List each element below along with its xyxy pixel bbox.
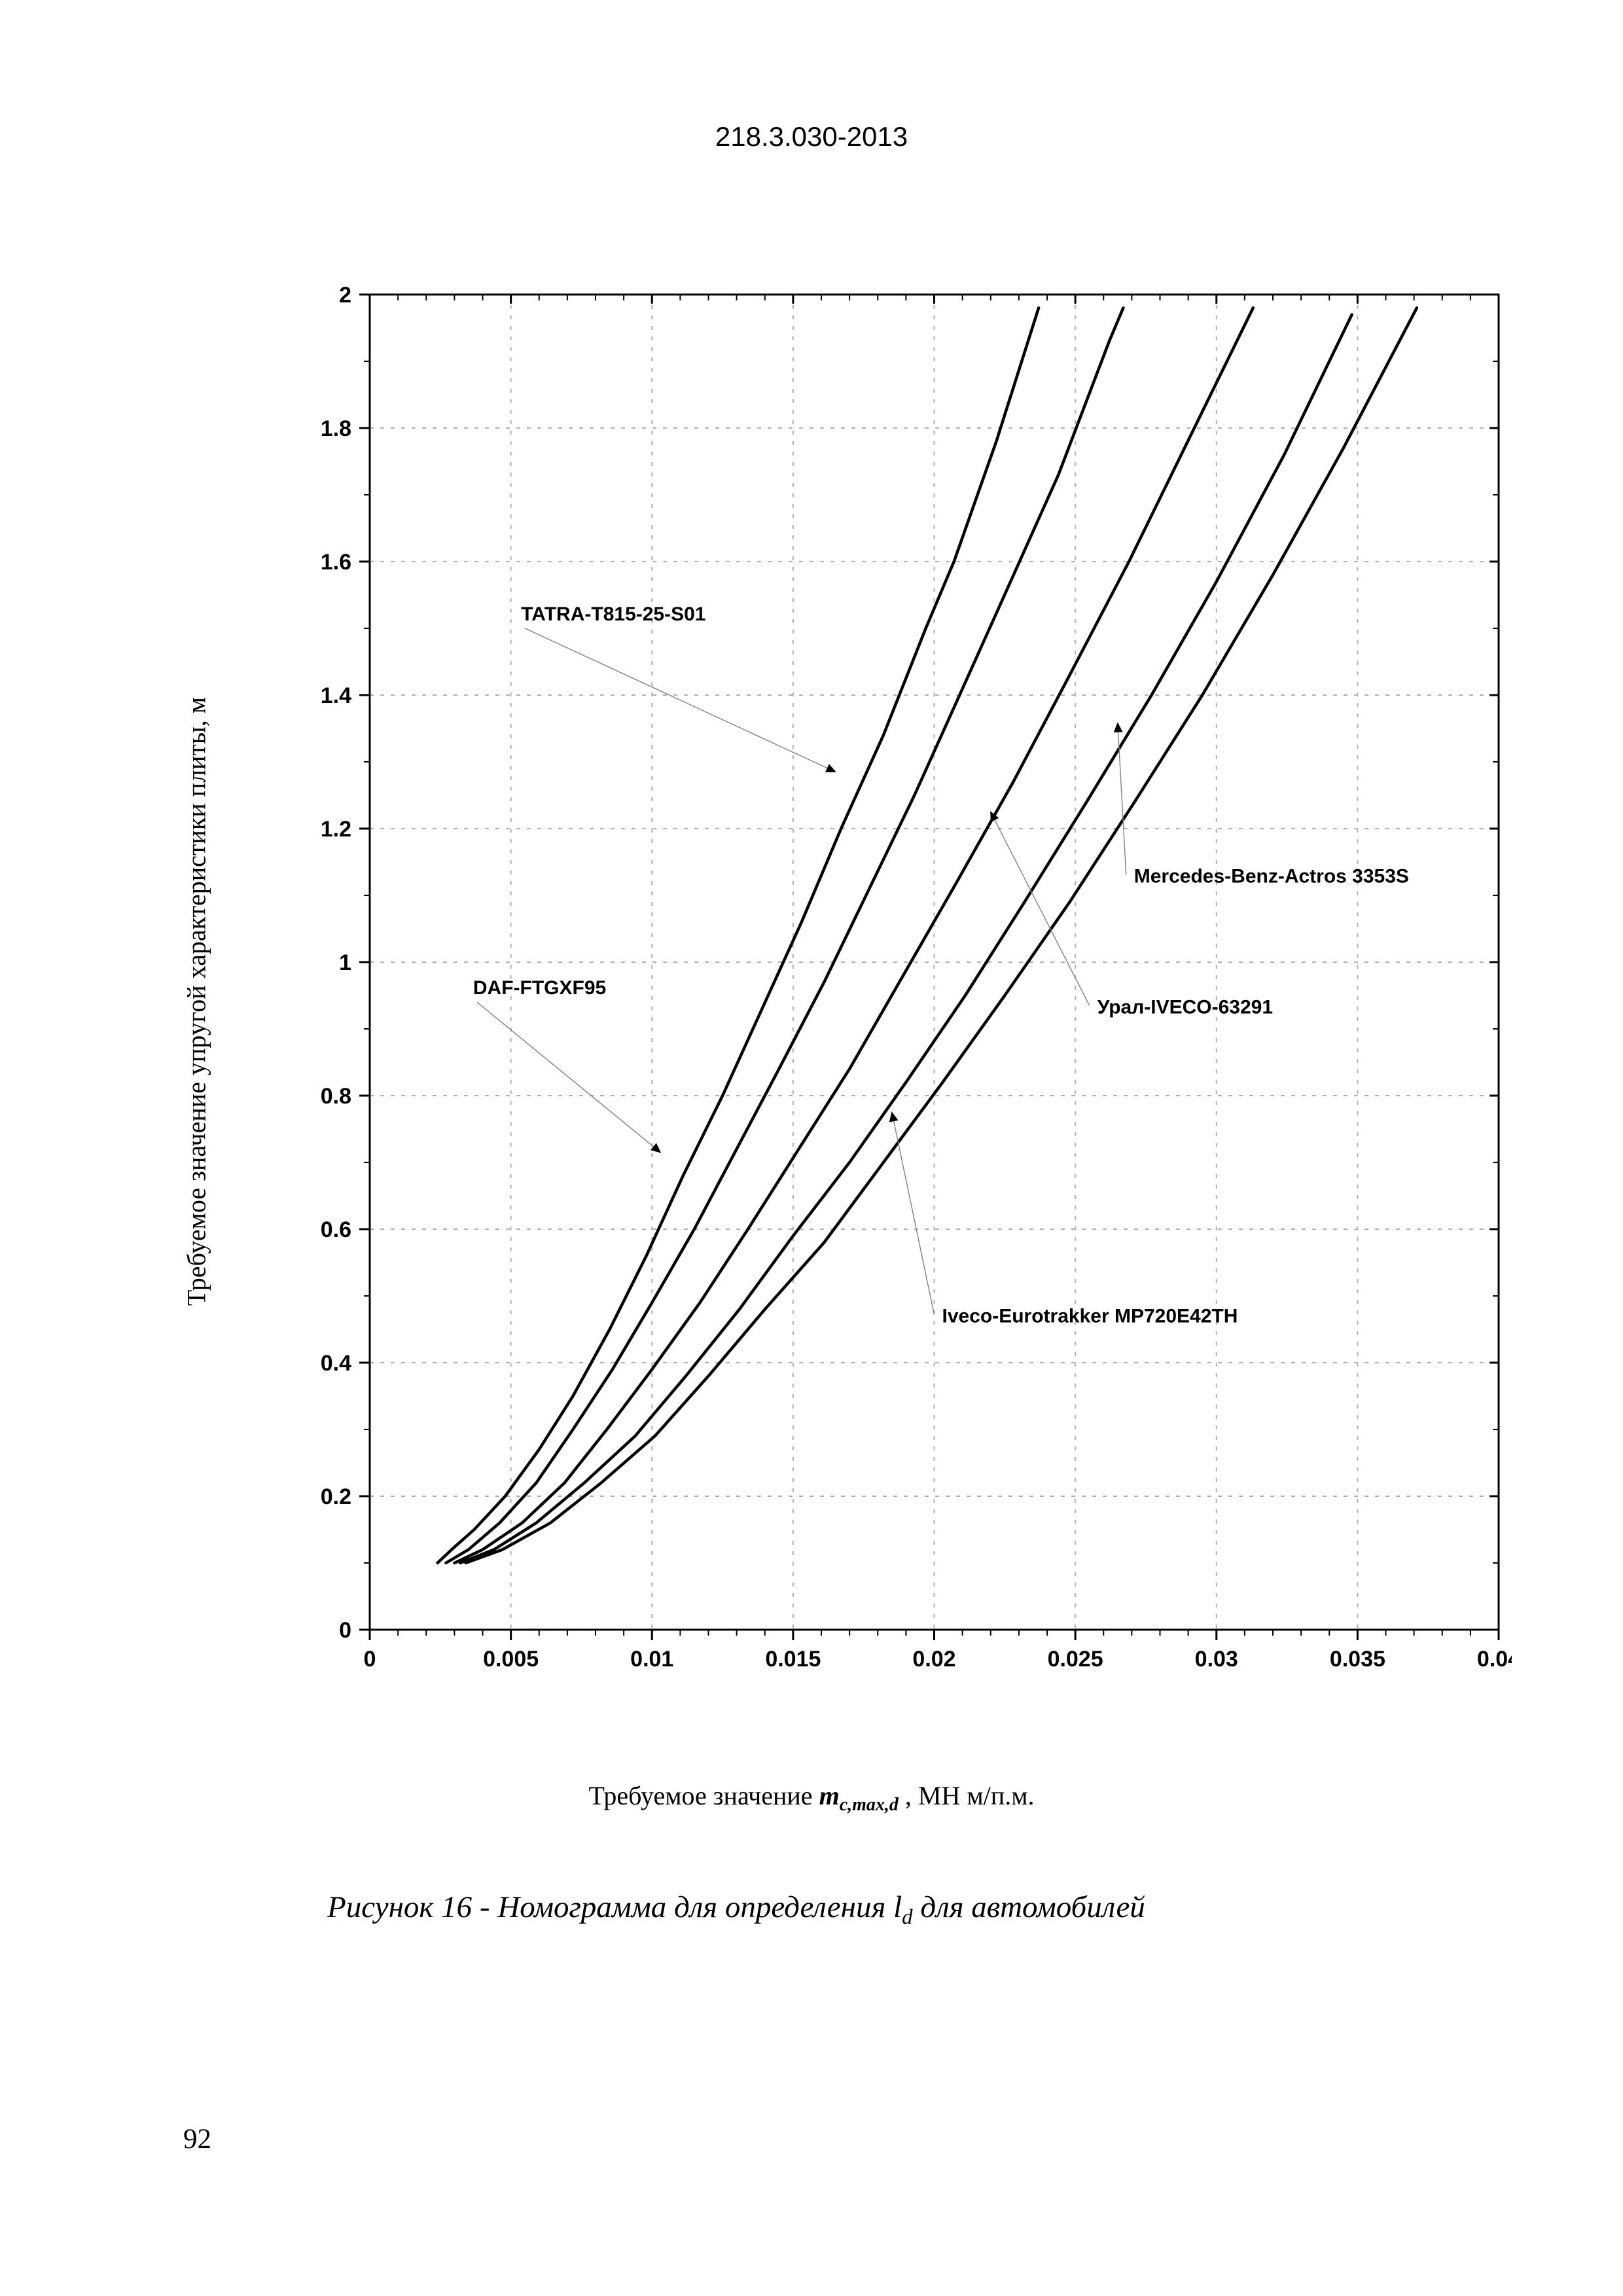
svg-text:0.2: 0.2 [321,1484,351,1509]
svg-text:0.03: 0.03 [1195,1647,1238,1672]
doc-header: 218.3.030-2013 [0,121,1623,152]
x-label-symbol: m [819,1781,840,1810]
svg-text:0.04: 0.04 [1477,1647,1512,1672]
caption-pre: Рисунок 16 - Номограмма для определения … [327,1890,902,1924]
svg-text:DAF-FTGXF95: DAF-FTGXF95 [473,977,606,999]
svg-text:0.4: 0.4 [321,1351,351,1376]
svg-text:0.005: 0.005 [483,1647,539,1672]
svg-text:0.6: 0.6 [321,1217,351,1242]
page-number: 92 [183,2123,211,2155]
svg-text:1: 1 [339,950,351,975]
caption-post: для автомоби­лей [913,1890,1145,1924]
x-label-separator: , [899,1781,918,1810]
svg-text:0.02: 0.02 [912,1647,955,1672]
svg-text:0.025: 0.025 [1048,1647,1103,1672]
figure-caption: Рисунок 16 - Номограмма для определения … [236,1872,1459,1943]
svg-text:1.2: 1.2 [321,817,351,842]
svg-text:0.01: 0.01 [630,1647,673,1672]
svg-text:2: 2 [339,283,351,308]
svg-text:TATRA-T815-25-S01: TATRA-T815-25-S01 [521,603,705,625]
svg-text:1.8: 1.8 [321,416,351,441]
svg-text:0: 0 [364,1647,376,1672]
svg-text:Mercedes-Benz-Actros 3353S: Mercedes-Benz-Actros 3353S [1134,865,1409,887]
y-axis-label: Требуемое значение упругой характеристик… [181,697,212,1306]
x-axis-label: Требуемое значение mc,max,d , МН м/п.м. [0,1780,1623,1816]
svg-text:1.4: 1.4 [321,683,351,708]
caption-sub: d [902,1905,912,1929]
svg-text:0.035: 0.035 [1330,1647,1385,1672]
x-label-subscript: c,max,d [840,1795,899,1815]
svg-text:Урал-IVECO-63291: Урал-IVECO-63291 [1097,996,1273,1018]
svg-text:0.8: 0.8 [321,1084,351,1109]
svg-text:0: 0 [339,1618,351,1643]
svg-text:0.015: 0.015 [765,1647,821,1672]
svg-text:Iveco-Eurotrakker MP720E42TH: Iveco-Eurotrakker MP720E42TH [942,1306,1238,1327]
svg-text:1.6: 1.6 [321,550,351,575]
nomogram-chart: 0 0.005 0.01 0.015 0.02 0.025 0.03 0.035 0.04 0 0.… [294,281,1512,1702]
x-label-units: МН м/п.м. [918,1781,1035,1810]
x-label-prefix: Требуемое значение [588,1781,819,1810]
